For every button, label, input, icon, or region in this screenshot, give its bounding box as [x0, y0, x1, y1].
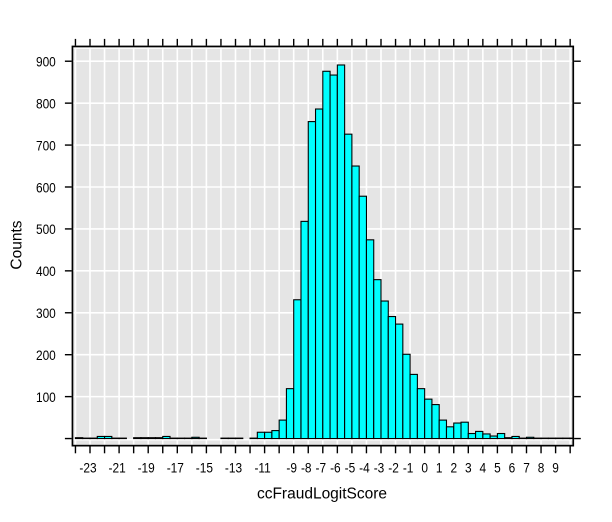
svg-text:3: 3 [465, 460, 472, 476]
svg-text:-15: -15 [196, 460, 213, 476]
svg-text:-6: -6 [330, 460, 341, 476]
svg-text:-23: -23 [79, 460, 96, 476]
svg-text:500: 500 [36, 221, 56, 237]
svg-text:9: 9 [552, 460, 559, 476]
svg-text:7: 7 [523, 460, 530, 476]
svg-text:Counts: Counts [9, 220, 26, 269]
svg-text:800: 800 [36, 96, 56, 112]
svg-text:5: 5 [494, 460, 501, 476]
svg-text:6: 6 [509, 460, 516, 476]
svg-text:-5: -5 [345, 460, 356, 476]
svg-text:-21: -21 [108, 460, 125, 476]
svg-text:-3: -3 [374, 460, 385, 476]
svg-text:-8: -8 [301, 460, 312, 476]
svg-text:100: 100 [36, 389, 56, 405]
svg-text:2: 2 [450, 460, 457, 476]
svg-text:-1: -1 [403, 460, 414, 476]
svg-text:700: 700 [36, 137, 56, 153]
svg-text:ccFraudLogitScore: ccFraudLogitScore [257, 485, 387, 502]
svg-text:400: 400 [36, 263, 56, 279]
svg-text:-11: -11 [254, 460, 270, 476]
svg-text:200: 200 [36, 347, 56, 363]
svg-text:-9: -9 [286, 460, 297, 476]
svg-text:-7: -7 [316, 460, 327, 476]
svg-text:0: 0 [421, 460, 428, 476]
svg-text:-17: -17 [167, 460, 184, 476]
svg-text:-4: -4 [359, 460, 370, 476]
svg-text:1: 1 [436, 460, 443, 476]
svg-text:-2: -2 [388, 460, 399, 476]
svg-text:900: 900 [36, 54, 56, 70]
svg-text:4: 4 [480, 460, 487, 476]
svg-text:8: 8 [538, 460, 545, 476]
svg-text:-13: -13 [225, 460, 242, 476]
svg-text:-19: -19 [138, 460, 155, 476]
svg-text:300: 300 [36, 305, 56, 321]
svg-text:600: 600 [36, 179, 56, 195]
